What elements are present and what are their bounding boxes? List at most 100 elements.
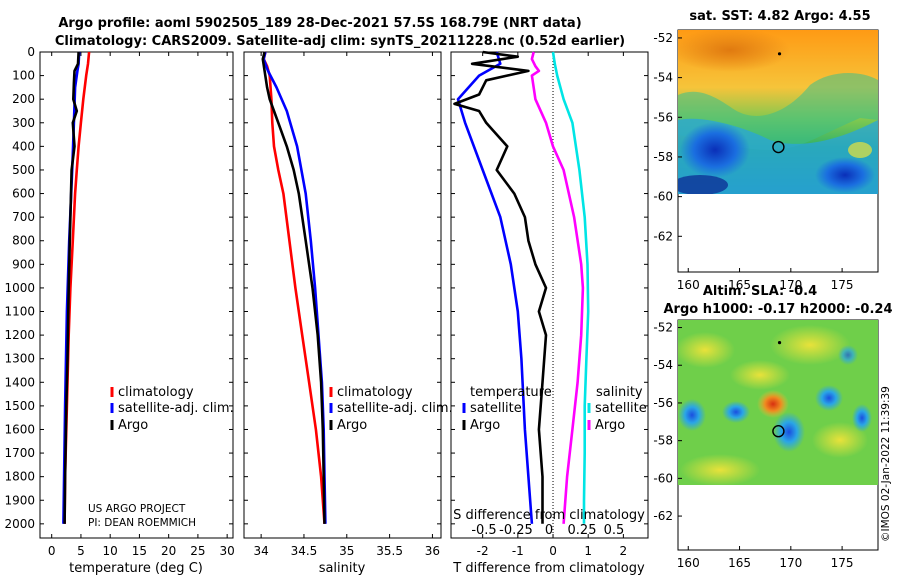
map-y-tick-label: -60	[653, 190, 673, 204]
x-tick-label: 0	[549, 544, 557, 558]
legend-title-temperature: temperature	[470, 385, 552, 400]
map-y-tick-label: -56	[653, 396, 673, 410]
map-y-tick-label: -62	[653, 509, 673, 523]
y-tick-label: 1000	[4, 281, 35, 295]
x-tick-label: 35.5	[376, 544, 403, 558]
sla-low-eddy	[722, 401, 750, 423]
x-tick-label: -1	[512, 544, 524, 558]
title-line2: Climatology: CARS2009. Satellite-adj cli…	[55, 34, 625, 49]
x-tick-label: 30	[220, 544, 235, 558]
x-tick-label: 35	[339, 544, 354, 558]
y-tick-label: 500	[12, 163, 35, 177]
y-tick-label: 1700	[4, 446, 35, 460]
y-tick-label: 1100	[4, 305, 35, 319]
series-line-temperature-satellite	[456, 51, 534, 524]
difference-panel	[450, 51, 649, 539]
y-tick-label: 100	[12, 69, 35, 83]
y-tick-label: 1300	[4, 352, 35, 366]
temperature-panel	[39, 51, 234, 539]
map-y-tick-label: -52	[653, 321, 673, 335]
legend-label: climatology	[118, 385, 194, 400]
legend-title-salinity: salinity	[596, 385, 643, 400]
sst-cold-patch	[678, 175, 728, 194]
sla-low-eddy	[852, 404, 872, 432]
sla-low-eddy	[838, 345, 858, 365]
legend-label: climatology	[337, 385, 413, 400]
legend-label: satellite-adj. clim.	[118, 401, 234, 416]
x-tick-label: 5	[77, 544, 85, 558]
s-tick: -0.5	[471, 523, 496, 538]
y-tick-label: 800	[12, 234, 35, 248]
y-tick-label: 200	[12, 92, 35, 106]
y-tick-label: 600	[12, 187, 35, 201]
series-line-temperature-argo	[453, 50, 548, 524]
x-tick-label: 25	[190, 544, 205, 558]
legend-label: Argo	[337, 418, 367, 433]
series-line-salinity-satellite	[551, 51, 590, 524]
map-x-tick-label: 160	[677, 278, 700, 292]
y-tick-label: 1800	[4, 470, 35, 484]
pi-label: PI: DEAN ROEMMICH	[88, 517, 196, 529]
y-tick-label: 1600	[4, 422, 35, 436]
y-tick-label: 2000	[4, 517, 35, 531]
previous-position-marker	[777, 52, 782, 56]
legend-label: Argo	[118, 418, 148, 433]
project-label: US ARGO PROJECT	[88, 503, 186, 515]
series-line-satellite-adj-clim-	[62, 51, 81, 524]
x-tick-label: 2	[620, 544, 628, 558]
map-y-tick-label: -60	[653, 471, 673, 485]
legend-label: satellite-adj. clim.	[337, 401, 453, 416]
series-line-salinity-argo	[530, 51, 585, 524]
map-y-tick-label: -58	[653, 150, 673, 164]
y-tick-label: 1400	[4, 375, 35, 389]
sla-low-eddy	[773, 412, 805, 452]
sst-warm-patch	[678, 30, 790, 72]
map-y-tick-label: -54	[653, 358, 673, 372]
map-y-tick-label: -52	[653, 31, 673, 45]
x-tick-label: 1	[584, 544, 592, 558]
y-tick-label: 300	[12, 116, 35, 130]
y-tick-label: 700	[12, 210, 35, 224]
series-line-argo	[261, 51, 326, 524]
difference-xlabel: T difference from climatology	[452, 561, 645, 576]
map-x-tick-label: 170	[779, 556, 802, 570]
y-tick-label: 0	[27, 45, 35, 59]
map-y-tick-label: -54	[653, 71, 673, 85]
salinity-legend: climatology satellite-adj. clim. Argo	[329, 385, 453, 433]
map-x-tick-label: 175	[831, 278, 854, 292]
x-tick-label: 15	[132, 544, 147, 558]
legend-label: satellite	[595, 401, 647, 416]
sst-map: 160 165 170 175 -52 -54 -56 -58 -60 -62	[653, 29, 879, 292]
sst-cold-eddy	[680, 122, 750, 178]
title-line1: Argo profile: aoml 5902505_189 28-Dec-20…	[58, 16, 581, 31]
map2-title-a: Altim. SLA: -0.4	[703, 284, 817, 299]
y-tick-label: 1200	[4, 328, 35, 342]
sla-low-eddy	[678, 399, 706, 431]
s-diff-ticks: -0.5 -0.25 0 0.25 0.5	[471, 523, 624, 538]
salinity-xlabel: salinity	[319, 561, 366, 576]
sla-high-patch	[770, 325, 850, 365]
y-tick-label: 900	[12, 257, 35, 271]
sla-map: 160 165 170 175 -52 -54 -56 -58 -60 -62	[653, 319, 879, 570]
argo-position-marker	[772, 425, 785, 438]
y-tick-label: 1900	[4, 493, 35, 507]
sla-high-patch	[680, 454, 760, 485]
s-tick: -0.25	[499, 523, 533, 538]
x-tick-label: -2	[477, 544, 489, 558]
difference-legend: temperature satellite Argo salinity sate…	[462, 385, 647, 433]
temperature-legend: climatology satellite-adj. clim. Argo	[110, 385, 234, 433]
difference-top-xlabel: S difference from climatology	[453, 508, 645, 523]
legend-label: Argo	[470, 418, 500, 433]
sst-warm-spot	[848, 142, 872, 158]
map-x-tick-label: 165	[728, 556, 751, 570]
map-y-tick-label: -56	[653, 110, 673, 124]
x-tick-label: 20	[161, 544, 176, 558]
map-x-tick-label: 165	[728, 278, 751, 292]
y-tick-label: 1500	[4, 399, 35, 413]
sla-low-eddy	[815, 385, 843, 411]
sst-cold-patch	[815, 157, 875, 193]
map-x-tick-label: 160	[677, 556, 700, 570]
sla-high-patch	[730, 360, 790, 390]
argo-position-marker	[772, 140, 785, 154]
map-x-tick-label: 175	[831, 556, 854, 570]
